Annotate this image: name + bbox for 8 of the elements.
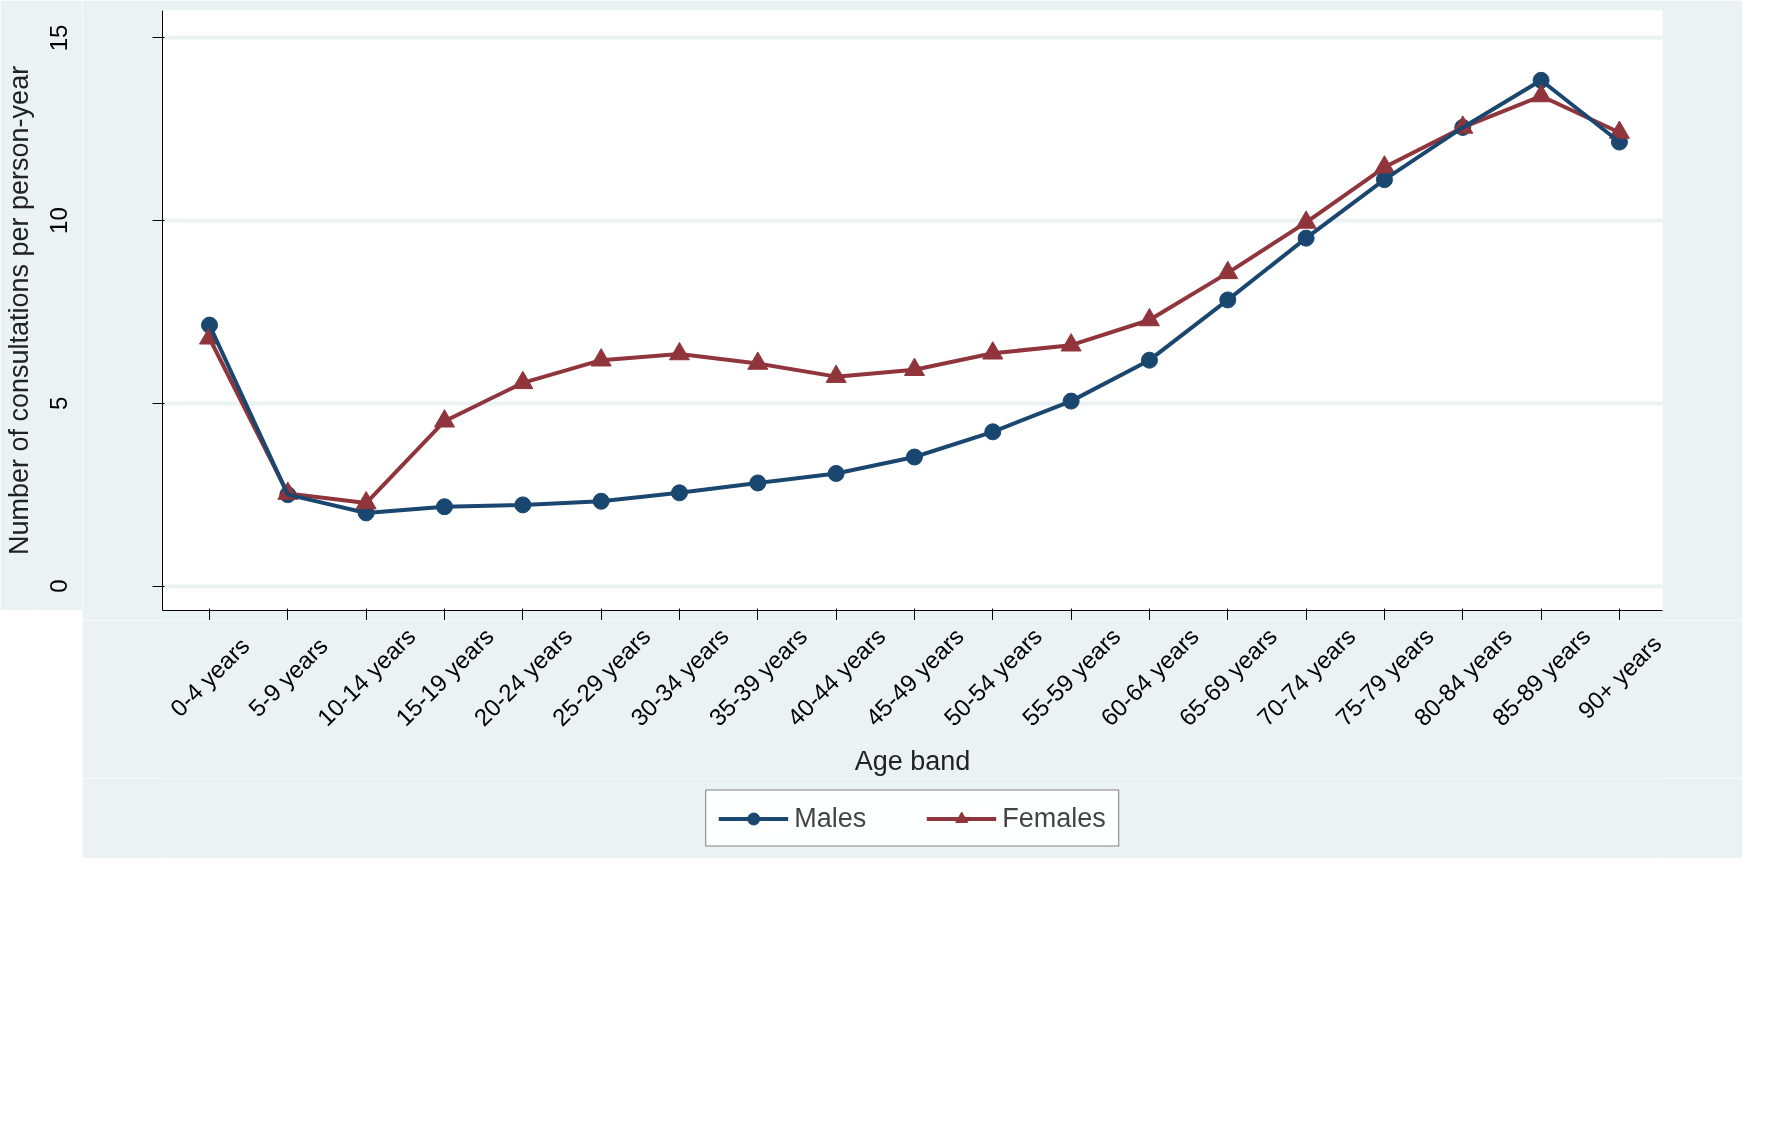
legend-label: Females	[1002, 802, 1106, 834]
x-axis-title: Age band	[854, 745, 971, 776]
y-tick-label: 0	[44, 579, 72, 593]
legend-label: Males	[794, 802, 867, 834]
y-axis-title: Number of consultations per person-year	[3, 65, 34, 556]
y-tick-label: 15	[44, 24, 72, 52]
y-tick-label: 5	[44, 396, 72, 410]
y-tick-label: 10	[44, 207, 72, 234]
